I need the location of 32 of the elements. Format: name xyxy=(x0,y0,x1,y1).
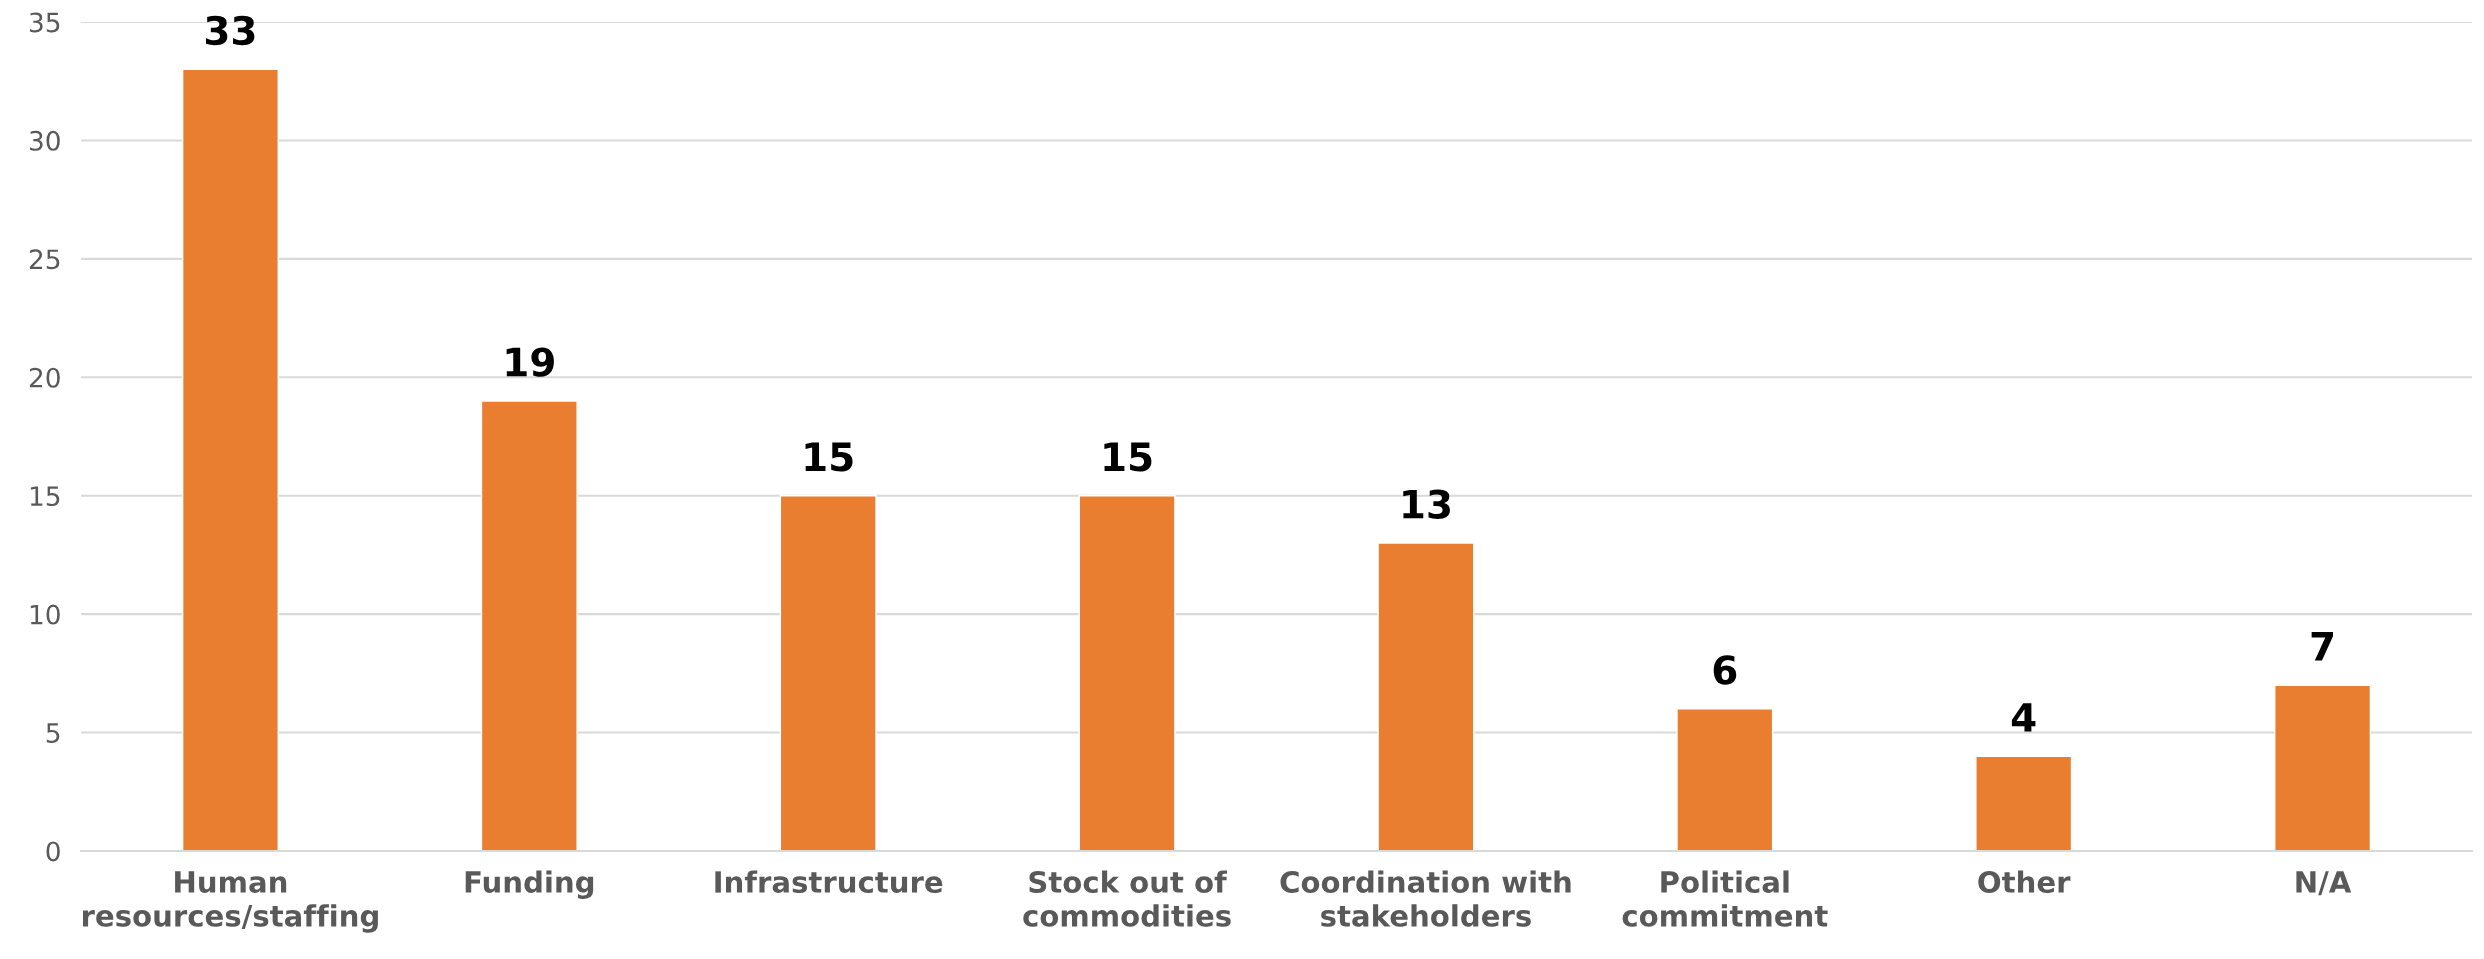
bar xyxy=(2274,684,2372,851)
data-label: 19 xyxy=(506,347,554,377)
bar xyxy=(480,400,578,851)
data-label: 15 xyxy=(805,442,853,472)
bar xyxy=(1975,755,2073,851)
y-tick-label: 20 xyxy=(29,367,60,388)
y-tick-label: 25 xyxy=(29,249,60,270)
x-tick-label: Coordination with stakeholders xyxy=(1280,870,1571,927)
data-label: 7 xyxy=(2311,632,2333,661)
y-tick-label: 15 xyxy=(30,486,60,507)
x-tick-label: Infrastructure xyxy=(715,870,943,894)
y-tick-label: 10 xyxy=(30,604,60,625)
data-label: 13 xyxy=(1403,489,1450,519)
data-label: 15 xyxy=(1104,442,1152,472)
x-tick-label: Funding xyxy=(465,870,594,899)
bar xyxy=(1078,495,1176,851)
x-tick-label: Other xyxy=(1978,870,2071,894)
x-tick-label: Stock out of commodities xyxy=(1023,870,1231,927)
bar xyxy=(1676,708,1774,851)
y-tick-label: 0 xyxy=(46,841,60,862)
bar xyxy=(181,68,279,851)
x-tick-label: Human resources/staffing xyxy=(82,871,378,933)
y-tick-label: 5 xyxy=(46,723,60,743)
data-label: 33 xyxy=(205,15,255,46)
data-label: 4 xyxy=(2011,703,2036,732)
data-label: 6 xyxy=(1713,655,1737,685)
bar xyxy=(1377,542,1475,851)
x-tick-label: Political commitment xyxy=(1622,870,1828,927)
y-tick-label: 35 xyxy=(29,12,60,33)
bar xyxy=(779,495,877,851)
y-tick-label: 30 xyxy=(29,130,60,151)
x-tick-label: N/A xyxy=(2296,871,2352,896)
